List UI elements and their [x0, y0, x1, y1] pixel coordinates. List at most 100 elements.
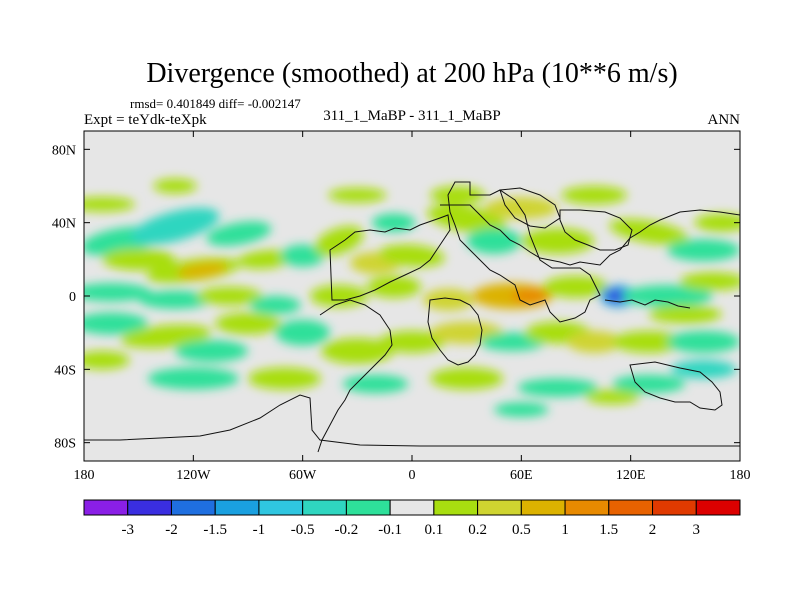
- colorbar-label: -2: [165, 522, 178, 538]
- colorbar-swatch-10: [520, 499, 566, 516]
- colorbar-swatch-8: [433, 499, 479, 516]
- y-tick-label: 80S: [54, 437, 76, 452]
- colorbar: -3 -2 -1.5 -1 -0.5 -0.2 -0.1 0.1 0.2 0.5 1 1.5 2 3: [83, 499, 741, 538]
- field-cell-50: [612, 330, 686, 353]
- colorbar-label: 3: [693, 522, 701, 538]
- colorbar-swatch-14: [695, 499, 741, 516]
- field-cell-61: [585, 389, 640, 405]
- y-tick-label: 80N: [52, 143, 76, 158]
- field-cell-12: [427, 204, 507, 234]
- x-tick-label: 60E: [510, 468, 533, 483]
- field-cell-36: [621, 285, 713, 307]
- field-cell-54: [248, 367, 321, 390]
- field-cell-23: [328, 187, 387, 203]
- field-cell-11: [371, 213, 416, 232]
- colorbar-label: 2: [649, 522, 657, 538]
- experiment-label: Expt = teYdk-teXpk: [84, 112, 207, 128]
- colorbar-swatch-9: [477, 499, 522, 516]
- field-cell-32: [512, 288, 549, 304]
- colorbar-label: 1.5: [599, 522, 618, 538]
- plot-area: [83, 130, 741, 462]
- colorbar-swatch-6: [345, 499, 391, 516]
- colorbar-label: -0.5: [291, 522, 315, 538]
- axes: 180 120W 60W 0 60E 120E 180 80N 40N 0 40S 80S: [52, 131, 751, 483]
- field-cell-49: [566, 330, 622, 353]
- field-cell-51: [667, 330, 740, 353]
- field-cell-17: [561, 186, 628, 205]
- field-cell-60: [493, 402, 549, 417]
- season-label: ANN: [708, 112, 741, 128]
- colorbar-label: -0.1: [378, 522, 402, 538]
- colorbar-label: -1.5: [203, 522, 227, 538]
- field-cell-55: [342, 374, 409, 394]
- field-cell-37: [679, 272, 740, 291]
- x-tick-label: 180: [74, 468, 95, 483]
- field-cell-29: [366, 275, 422, 298]
- field-cell-33: [543, 275, 609, 298]
- field-cell-15: [466, 228, 522, 254]
- field-cell-38: [648, 305, 722, 324]
- colorbar-label: -3: [121, 522, 134, 538]
- coastline-americas: [447, 181, 601, 323]
- colorbar-label: 0.5: [512, 522, 531, 538]
- field-cell-21: [84, 197, 136, 212]
- coastline-australia: [629, 361, 723, 411]
- x-tick-label: 120W: [176, 468, 211, 483]
- x-tick-label: 180: [730, 468, 751, 483]
- field-cell-25: [138, 290, 212, 309]
- colorbar-swatch-3: [214, 499, 260, 516]
- field-cell-5: [177, 262, 228, 279]
- colorbar-swatch-2: [170, 499, 216, 516]
- field-cell-1: [130, 207, 220, 245]
- colorbar-swatch-4: [258, 499, 304, 516]
- field-cell-44: [320, 338, 394, 364]
- case-label: 311_1_MaBP - 311_1_MaBP: [323, 108, 501, 124]
- field-cell-40: [120, 324, 212, 348]
- coastline-indonesia: [604, 299, 691, 309]
- field-cell-58: [612, 374, 686, 394]
- field-cell-59: [670, 360, 737, 379]
- colorbar-swatch-11: [564, 499, 610, 516]
- field-cell-42: [215, 312, 281, 335]
- field-cell-6: [237, 249, 296, 269]
- field-cell-24: [84, 283, 152, 302]
- colorbar-swatch-13: [652, 499, 697, 516]
- coastline-antarctica: [84, 394, 740, 447]
- field-cell-45: [379, 330, 445, 353]
- y-tick-label: 40S: [54, 363, 76, 378]
- colorbar-swatch-7: [389, 499, 435, 516]
- stats-label: rmsd= 0.401849 diff= -0.002147: [130, 96, 301, 111]
- chart-title: Divergence (smoothed) at 200 hPa (10**6 …: [146, 58, 677, 89]
- colorbar-label: 0.2: [468, 522, 487, 538]
- colorbar-swatch-12: [608, 499, 654, 516]
- coastline-south-america: [317, 299, 393, 453]
- field-smoothed: [84, 178, 740, 417]
- field-cell-20: [694, 213, 740, 232]
- x-tick-label: 60W: [289, 468, 317, 483]
- colorbar-swatch-1: [127, 499, 172, 516]
- field-cell-26: [196, 286, 263, 306]
- coastline-north-america: [329, 214, 451, 301]
- colorbar-label: 1: [561, 522, 569, 538]
- field-cell-56: [430, 367, 504, 390]
- x-tick-label: 120E: [616, 468, 646, 483]
- field-cell-2: [206, 221, 272, 246]
- field-cell-27: [249, 296, 301, 315]
- coastline-africa: [427, 297, 483, 366]
- coastline-asia-east: [559, 209, 633, 251]
- field-cell-3: [102, 248, 176, 271]
- field-cell-41: [175, 340, 248, 362]
- field-cell-8: [314, 226, 364, 256]
- field-cell-19: [667, 239, 740, 262]
- field-cell-22: [153, 178, 197, 194]
- colorbar-swatch-0: [83, 499, 129, 516]
- coastline-eurasia-west: [440, 204, 740, 266]
- colorbar-label: 0.1: [424, 522, 443, 538]
- x-tick-label: 0: [409, 468, 416, 483]
- coastlines: [84, 181, 740, 453]
- field-cell-16: [521, 228, 595, 254]
- field-cell-43: [275, 319, 330, 346]
- field-cell-13: [430, 186, 485, 205]
- field-cell-30: [422, 288, 474, 311]
